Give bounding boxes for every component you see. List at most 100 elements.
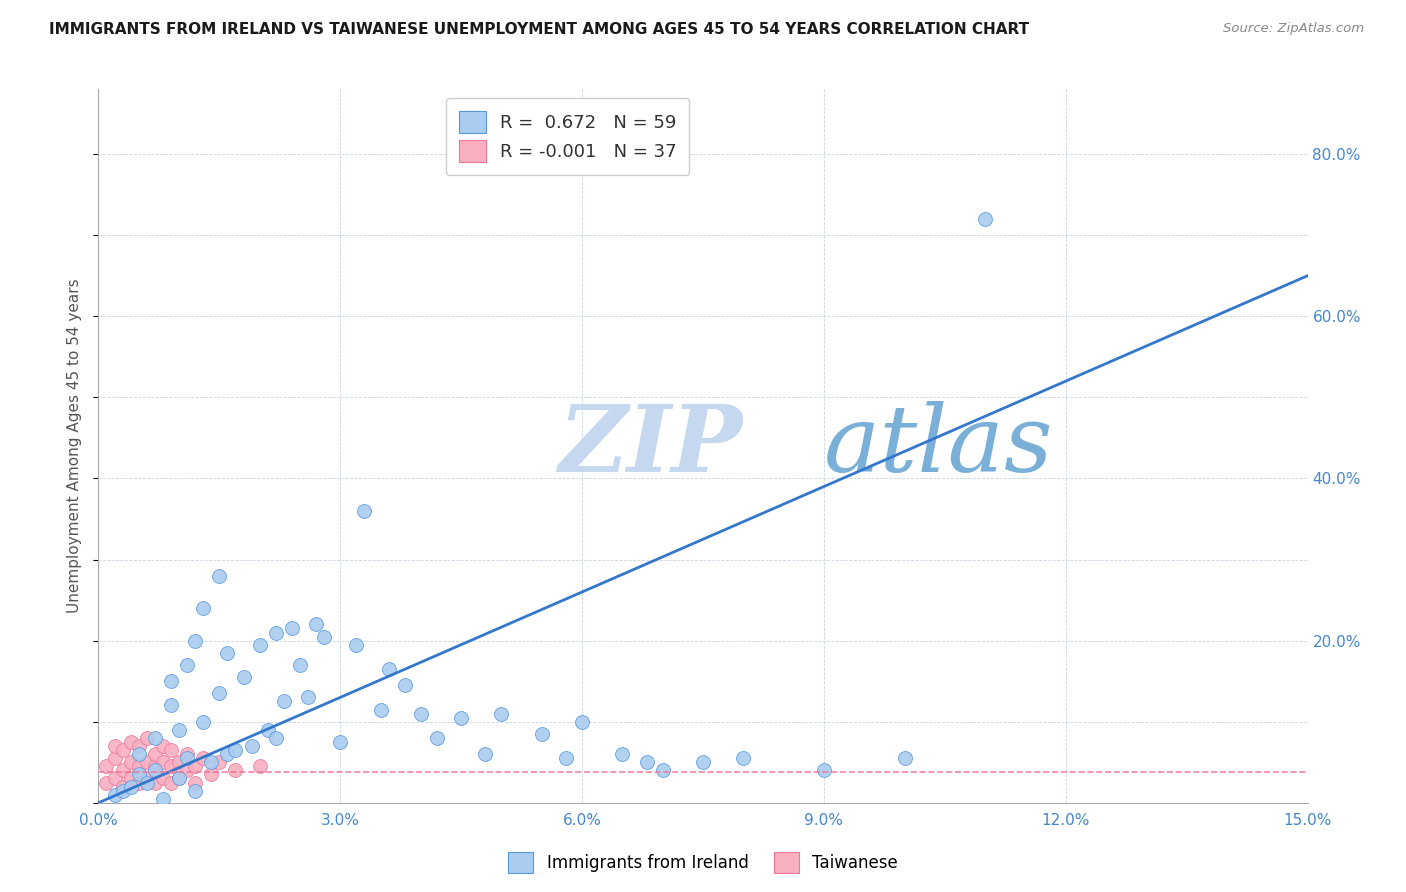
- Point: [264, 625, 287, 640]
- Point: [184, 759, 207, 773]
- Point: [208, 686, 231, 700]
- Point: [264, 731, 287, 745]
- Point: [135, 756, 157, 770]
- Point: [555, 751, 578, 765]
- Point: [249, 638, 271, 652]
- Point: [103, 739, 125, 753]
- Point: [128, 747, 150, 761]
- Point: [167, 772, 190, 786]
- Point: [370, 702, 392, 716]
- Legend: R =  0.672   N = 59, R = -0.001   N = 37: R = 0.672 N = 59, R = -0.001 N = 37: [446, 98, 689, 175]
- Point: [135, 731, 157, 745]
- Point: [193, 601, 215, 615]
- Point: [426, 731, 449, 745]
- Point: [200, 767, 222, 781]
- Point: [200, 756, 222, 770]
- Point: [193, 751, 215, 765]
- Point: [224, 743, 246, 757]
- Point: [249, 759, 271, 773]
- Point: [530, 727, 553, 741]
- Point: [120, 756, 142, 770]
- Point: [240, 739, 263, 753]
- Text: IMMIGRANTS FROM IRELAND VS TAIWANESE UNEMPLOYMENT AMONG AGES 45 TO 54 YEARS CORR: IMMIGRANTS FROM IRELAND VS TAIWANESE UNE…: [49, 22, 1029, 37]
- Point: [111, 780, 134, 794]
- Point: [232, 670, 254, 684]
- Point: [184, 783, 207, 797]
- Point: [208, 568, 231, 582]
- Point: [103, 788, 125, 802]
- Point: [288, 657, 311, 672]
- Point: [96, 775, 118, 789]
- Point: [474, 747, 496, 761]
- Point: [160, 775, 183, 789]
- Point: [176, 764, 198, 778]
- Point: [692, 756, 714, 770]
- Point: [160, 743, 183, 757]
- Point: [152, 772, 174, 786]
- Point: [281, 622, 304, 636]
- Point: [217, 747, 239, 761]
- Point: [409, 706, 432, 721]
- Point: [208, 756, 231, 770]
- Point: [176, 747, 198, 761]
- Point: [297, 690, 319, 705]
- Point: [273, 694, 295, 708]
- Point: [571, 714, 593, 729]
- Point: [394, 678, 416, 692]
- Point: [184, 633, 207, 648]
- Point: [217, 646, 239, 660]
- Point: [491, 706, 513, 721]
- Point: [128, 759, 150, 773]
- Point: [344, 638, 367, 652]
- Point: [143, 775, 166, 789]
- Point: [143, 759, 166, 773]
- Point: [152, 791, 174, 805]
- Point: [103, 772, 125, 786]
- Point: [167, 772, 190, 786]
- Point: [128, 767, 150, 781]
- Point: [120, 780, 142, 794]
- Point: [176, 751, 198, 765]
- Point: [193, 714, 215, 729]
- Point: [152, 756, 174, 770]
- Y-axis label: Unemployment Among Ages 45 to 54 years: Unemployment Among Ages 45 to 54 years: [67, 278, 83, 614]
- Point: [184, 775, 207, 789]
- Point: [160, 674, 183, 689]
- Point: [135, 775, 157, 789]
- Text: ZIP: ZIP: [558, 401, 742, 491]
- Point: [974, 211, 997, 226]
- Point: [111, 764, 134, 778]
- Point: [143, 731, 166, 745]
- Point: [612, 747, 634, 761]
- Point: [111, 743, 134, 757]
- Point: [256, 723, 278, 737]
- Point: [135, 772, 157, 786]
- Point: [314, 630, 336, 644]
- Point: [143, 764, 166, 778]
- Point: [329, 735, 352, 749]
- Point: [224, 764, 246, 778]
- Point: [120, 772, 142, 786]
- Point: [636, 756, 658, 770]
- Point: [813, 764, 835, 778]
- Point: [893, 751, 915, 765]
- Point: [167, 723, 190, 737]
- Text: atlas: atlas: [824, 401, 1053, 491]
- Point: [103, 751, 125, 765]
- Point: [167, 756, 190, 770]
- Point: [128, 775, 150, 789]
- Point: [120, 735, 142, 749]
- Point: [160, 698, 183, 713]
- Point: [305, 617, 328, 632]
- Point: [128, 739, 150, 753]
- Point: [176, 657, 198, 672]
- Point: [651, 764, 673, 778]
- Point: [111, 783, 134, 797]
- Point: [353, 504, 375, 518]
- Point: [152, 739, 174, 753]
- Point: [96, 759, 118, 773]
- Point: [733, 751, 755, 765]
- Point: [450, 711, 472, 725]
- Legend: Immigrants from Ireland, Taiwanese: Immigrants from Ireland, Taiwanese: [502, 846, 904, 880]
- Point: [377, 662, 399, 676]
